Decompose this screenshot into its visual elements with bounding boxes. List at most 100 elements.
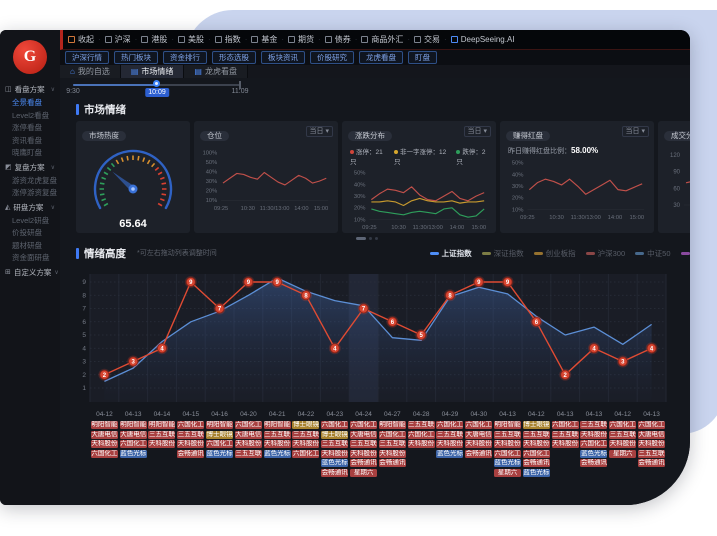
date-label[interactable]: 04-12 bbox=[614, 411, 632, 418]
stock-tag[interactable]: 明阳智能 bbox=[378, 421, 406, 429]
sidebar-item-全景看盘[interactable]: 全景看盘 bbox=[12, 98, 42, 107]
stock-tag[interactable]: 蓝色光标 bbox=[436, 449, 464, 458]
legend-item-沪深300[interactable]: 沪深300 bbox=[585, 248, 625, 259]
red-ratio-dropdown[interactable]: 当日 ▾ bbox=[621, 126, 649, 137]
pager-dot[interactable] bbox=[375, 237, 378, 240]
stock-tag[interactable]: 三五互联 bbox=[551, 430, 579, 439]
stock-tag[interactable]: 三五互联 bbox=[350, 440, 378, 448]
stock-tag[interactable]: 大唐电信 bbox=[234, 430, 262, 439]
stock-tag[interactable]: 蓝色光标 bbox=[119, 449, 147, 458]
pager-dot[interactable] bbox=[369, 237, 372, 240]
date-label[interactable]: 04-22 bbox=[297, 411, 315, 418]
date-label[interactable]: 04-28 bbox=[412, 411, 430, 418]
sidebar-item-资讯看盘[interactable]: 资讯看盘 bbox=[12, 135, 42, 145]
stock-tag[interactable]: 会畅通讯 bbox=[580, 459, 608, 467]
date-label[interactable]: 04-13 bbox=[499, 411, 516, 418]
stock-tag[interactable]: 会畅通讯 bbox=[522, 459, 550, 467]
tab-市场情绪[interactable]: ▤ 市场情绪 bbox=[120, 64, 185, 79]
stock-tag[interactable]: 天科股份 bbox=[551, 440, 579, 448]
date-label[interactable]: 04-24 bbox=[355, 411, 372, 418]
stock-tag[interactable]: 天科股份 bbox=[378, 449, 406, 458]
stock-tag[interactable]: 天科股份 bbox=[407, 440, 435, 448]
legend-item-上证指数[interactable]: 上证指数 bbox=[429, 248, 472, 259]
sidebar-item-游资龙虎复盘[interactable]: 游资龙虎复盘 bbox=[12, 175, 57, 185]
stock-tag[interactable]: 天科股份 bbox=[465, 440, 493, 448]
slider-handle[interactable] bbox=[153, 80, 160, 88]
stock-tag[interactable]: 三五互联 bbox=[436, 430, 464, 439]
stock-tag[interactable]: 天科股份 bbox=[350, 449, 378, 458]
stock-tag[interactable]: 星期六 bbox=[350, 468, 378, 477]
stock-tag[interactable]: 天科股份 bbox=[436, 440, 464, 448]
stock-tag[interactable]: 会畅通讯 bbox=[350, 459, 378, 467]
stock-tag[interactable]: 大唐电信 bbox=[465, 430, 493, 439]
stock-tag[interactable]: 会畅通讯 bbox=[378, 459, 406, 467]
legend-item-中证50[interactable]: 中证50 bbox=[635, 248, 671, 259]
stock-tag[interactable]: 六国化工 bbox=[551, 421, 579, 429]
date-label[interactable]: 04-30 bbox=[470, 411, 488, 418]
stock-tag[interactable]: 天科股份 bbox=[522, 440, 550, 448]
stock-tag[interactable]: 六国化工 bbox=[177, 421, 205, 429]
date-label[interactable]: 04-27 bbox=[384, 411, 401, 418]
toolbar-button[interactable]: 龙虎看盘 bbox=[359, 50, 403, 64]
date-label[interactable]: 04-16 bbox=[211, 411, 228, 418]
stock-tag[interactable]: 蓝色光标 bbox=[321, 459, 349, 467]
sidebar-group-复盘方案[interactable]: ◩ 复盘方案 ∨ bbox=[0, 160, 60, 175]
stock-tag[interactable]: 博士眼镜 bbox=[292, 421, 320, 429]
sidebar-item-题材研盘[interactable]: 题材研盘 bbox=[12, 240, 42, 250]
stock-tag[interactable]: 六国化工 bbox=[350, 421, 378, 429]
date-label[interactable]: 04-21 bbox=[268, 411, 286, 418]
stock-tag[interactable]: 三五互联 bbox=[263, 430, 291, 439]
toolbar-button[interactable]: 价股研究 bbox=[310, 50, 354, 64]
sidebar-item-Level2研盘[interactable]: Level2研盘 bbox=[12, 215, 50, 225]
stock-tag[interactable]: 六国化工 bbox=[465, 421, 493, 429]
sidebar-item-涨停看盘[interactable]: 涨停看盘 bbox=[12, 123, 42, 132]
sidebar-item-Level2看盘[interactable]: Level2看盘 bbox=[12, 110, 50, 120]
legend-item-深证指数[interactable]: 深证指数 bbox=[481, 248, 524, 259]
stock-tag[interactable]: 会畅通讯 bbox=[177, 449, 205, 458]
stock-tag[interactable]: 天科股份 bbox=[321, 449, 349, 458]
stock-tag[interactable]: 蓝色光标 bbox=[522, 468, 550, 477]
stock-tag[interactable]: 大唐电信 bbox=[350, 430, 378, 439]
tab-我的自选[interactable]: ⌂ 我的自选 bbox=[60, 64, 121, 79]
stock-tag[interactable]: 蓝色光标 bbox=[494, 459, 522, 467]
stock-tag[interactable]: 六国化工 bbox=[206, 440, 234, 448]
stock-tag[interactable]: 天科股份 bbox=[292, 440, 320, 448]
date-label[interactable]: 04-13 bbox=[124, 411, 142, 418]
menubar-item[interactable]: DeepSeeing.AI bbox=[450, 35, 515, 44]
stock-tag[interactable]: 三五互联 bbox=[148, 430, 176, 439]
stock-tag[interactable]: 天科股份 bbox=[177, 440, 205, 448]
sidebar-item-涨停游资复盘[interactable]: 涨停游资复盘 bbox=[12, 188, 57, 197]
date-label[interactable]: 04-20 bbox=[240, 411, 257, 418]
stock-tag[interactable]: 天科股份 bbox=[263, 440, 291, 448]
stock-tag[interactable]: 六国化工 bbox=[321, 421, 349, 429]
stock-tag[interactable]: 六国化工 bbox=[378, 430, 406, 439]
stock-tag[interactable]: 三五互联 bbox=[580, 421, 608, 429]
stock-tag[interactable]: 天科股份 bbox=[609, 440, 637, 448]
date-label[interactable]: 04-29 bbox=[441, 411, 459, 418]
position-dropdown[interactable]: 当日 ▾ bbox=[305, 126, 333, 137]
stock-tag[interactable]: 六国化工 bbox=[494, 449, 522, 458]
stock-tag[interactable]: 会畅通讯 bbox=[465, 449, 493, 458]
menubar-item[interactable]: 债券 bbox=[324, 34, 351, 45]
stock-tag[interactable]: 会畅通讯 bbox=[321, 468, 349, 477]
date-label[interactable]: 04-14 bbox=[153, 411, 171, 418]
stock-tag[interactable]: 大唐电信 bbox=[90, 430, 118, 439]
sidebar-item-资金面研盘[interactable]: 资金面研盘 bbox=[12, 253, 50, 262]
sidebar-group-自定义方案[interactable]: ⊞ 自定义方案 ∨ bbox=[0, 265, 60, 280]
menubar-item[interactable]: 期货 bbox=[288, 34, 314, 45]
stock-tag[interactable]: 明阳智能 bbox=[148, 421, 176, 429]
date-label[interactable]: 04-13 bbox=[643, 411, 660, 418]
legend-item-大[interactable]: 大 bbox=[680, 248, 691, 259]
toolbar-button[interactable]: 盯盘 bbox=[408, 50, 437, 64]
toolbar-button[interactable]: 沪深行情 bbox=[65, 50, 109, 64]
stock-tag[interactable]: 大唐电信 bbox=[638, 430, 666, 439]
toolbar-button[interactable]: 资金排行 bbox=[163, 50, 207, 64]
stock-tag[interactable]: 天科股份 bbox=[90, 440, 118, 448]
date-label[interactable]: 04-13 bbox=[556, 411, 574, 418]
updown-dropdown[interactable]: 当日 ▾ bbox=[463, 126, 491, 137]
stock-tag[interactable]: 博士眼镜 bbox=[522, 421, 550, 429]
stock-tag[interactable]: 蓝色光标 bbox=[206, 449, 234, 458]
sidebar-group-看盘方案[interactable]: ◫ 看盘方案 ∨ bbox=[0, 82, 60, 97]
stock-tag[interactable]: 六国化工 bbox=[609, 421, 637, 429]
menubar-item-collapse[interactable]: 收起 bbox=[68, 34, 94, 45]
